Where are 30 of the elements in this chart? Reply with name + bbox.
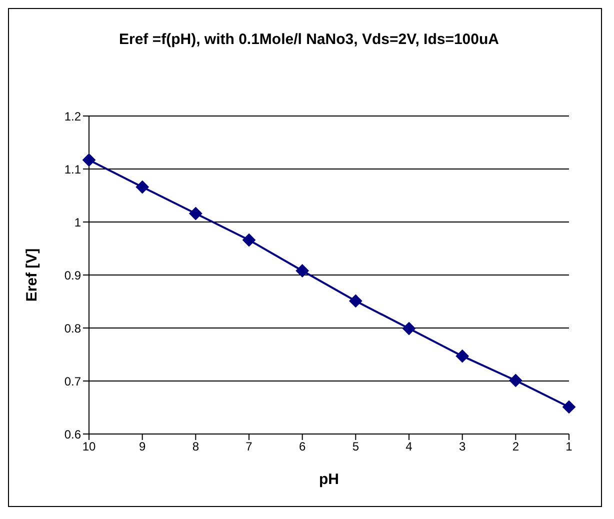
point <box>189 207 202 220</box>
y-tick-label: 0.9 <box>64 268 82 282</box>
point <box>509 374 522 387</box>
x-axis-title: pH <box>319 471 339 488</box>
x-tick-label: 3 <box>458 440 466 454</box>
y-axis-title: Eref [V] <box>23 248 40 302</box>
y-tick-label: 0.7 <box>64 374 82 388</box>
point <box>82 153 96 166</box>
y-tick-label: 1.1 <box>64 162 82 176</box>
x-tick-label: 8 <box>192 440 200 454</box>
y-tick-label: 1 <box>74 215 82 230</box>
x-tick-label: 1 <box>566 440 573 454</box>
chart-title: Eref =f(pH), with 0.1Mole/l NaNo3, Vds=2V, Ids=100uA <box>118 31 500 48</box>
point <box>136 180 149 194</box>
x-tick-label: 2 <box>512 440 520 454</box>
point <box>296 264 309 278</box>
y-tick-label: 1.2 <box>64 109 82 124</box>
y-tick-label: 0.6 <box>64 427 82 442</box>
x-tick-label: 10 <box>82 440 96 454</box>
y-tick-label: 0.8 <box>64 321 82 336</box>
x-tick-label: 6 <box>298 440 306 454</box>
x-tick-label: 4 <box>406 440 413 454</box>
point <box>562 400 576 414</box>
point <box>456 350 469 363</box>
x-tick-label: 9 <box>138 440 146 454</box>
point <box>402 322 416 336</box>
point <box>349 294 362 308</box>
point <box>242 234 256 247</box>
x-tick-label: 5 <box>352 440 360 454</box>
x-tick-label: 7 <box>246 440 253 454</box>
